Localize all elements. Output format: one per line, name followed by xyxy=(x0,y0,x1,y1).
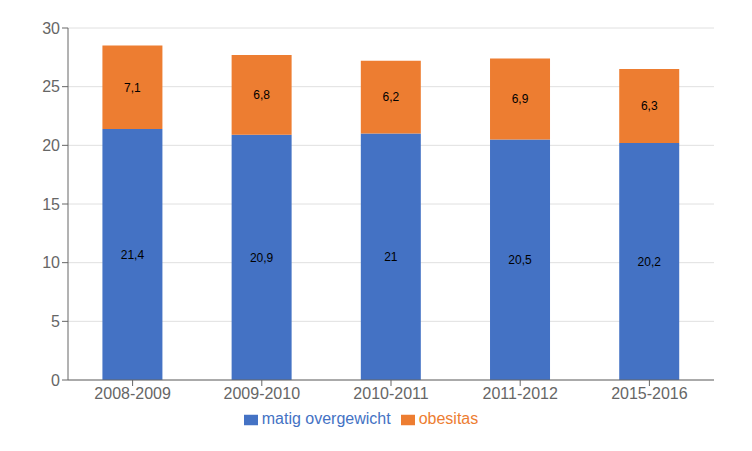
svg-text:2015-2016: 2015-2016 xyxy=(611,385,688,402)
html-text:matig overgewicht: matig overgewicht xyxy=(261,410,391,427)
svg-text:20: 20 xyxy=(42,137,60,154)
svg-text:0: 0 xyxy=(51,372,60,389)
svg-text:20,9: 20,9 xyxy=(250,251,274,265)
svg-text:2008-2009: 2008-2009 xyxy=(94,385,171,402)
svg-text:2010-2011: 2010-2011 xyxy=(353,385,428,402)
svg-text:6,2: 6,2 xyxy=(382,90,399,104)
svg-text:6,9: 6,9 xyxy=(512,92,529,106)
svg-text:6,3: 6,3 xyxy=(641,99,658,113)
svg-text:2009-2010: 2009-2010 xyxy=(224,385,301,402)
svg-text:20,5: 20,5 xyxy=(508,253,532,267)
html-text:obesitas: obesitas xyxy=(418,410,479,427)
svg-text:25: 25 xyxy=(42,78,60,95)
svg-text:2011-2012: 2011-2012 xyxy=(483,385,558,402)
svg-text:30: 30 xyxy=(42,20,60,37)
svg-text:21,4: 21,4 xyxy=(121,248,145,262)
svg-text:7,1: 7,1 xyxy=(124,81,141,95)
svg-text:6,8: 6,8 xyxy=(253,88,270,102)
svg-text:20,2: 20,2 xyxy=(638,255,662,269)
svg-text:5: 5 xyxy=(51,313,60,330)
svg-text:10: 10 xyxy=(42,254,60,271)
svg-text:21: 21 xyxy=(384,250,398,264)
svg-text:15: 15 xyxy=(42,196,60,213)
